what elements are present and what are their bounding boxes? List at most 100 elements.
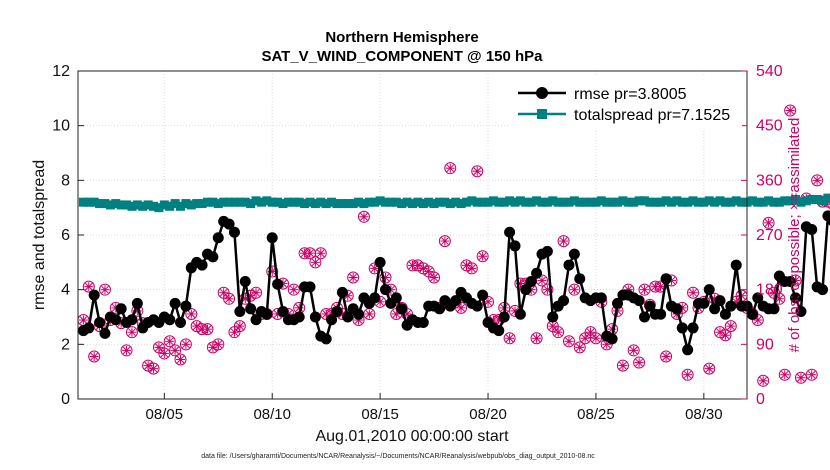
obs-assimilated-point: [720, 330, 730, 340]
totalspread-point: [111, 199, 121, 209]
obs-possible-point: [633, 356, 646, 369]
rmse-point: [752, 292, 764, 304]
totalspread-point: [122, 200, 132, 210]
totalspread-point: [553, 197, 563, 207]
totalspread-point: [294, 197, 304, 207]
totalspread-point: [720, 197, 730, 207]
totalspread-point: [542, 197, 552, 207]
rmse-point: [131, 297, 143, 309]
rmse-point: [304, 281, 316, 293]
rmse-point: [471, 300, 483, 312]
totalspread-point: [364, 197, 374, 207]
rmse-point: [110, 314, 122, 326]
obs-possible-point: [681, 368, 694, 381]
totalspread-point: [267, 197, 277, 207]
totalspread-point: [456, 199, 466, 209]
totalspread-point: [213, 199, 223, 209]
totalspread-point: [149, 201, 159, 211]
obs-possible-point: [163, 335, 176, 348]
totalspread-point: [208, 197, 218, 207]
totalspread-point: [413, 197, 423, 207]
obs-possible-point: [309, 256, 322, 269]
obs-assimilated-point: [197, 324, 207, 334]
totalspread-point: [715, 196, 725, 206]
totalspread-point: [451, 197, 461, 207]
obs-possible-point: [778, 368, 791, 381]
obs-possible-point: [562, 335, 575, 348]
y-tick-label: 4: [61, 282, 70, 299]
rmse-point: [563, 259, 575, 271]
totalspread-point: [224, 197, 234, 207]
obs-assimilated-point: [704, 364, 714, 374]
obs-assimilated-point: [559, 236, 569, 246]
totalspread-point: [618, 196, 628, 206]
totalspread-point: [359, 199, 369, 209]
totalspread-point: [677, 197, 687, 207]
obs-possible-point: [703, 362, 716, 375]
rmse-point: [326, 314, 338, 326]
totalspread-point: [418, 199, 428, 209]
totalspread-point: [747, 196, 757, 206]
rmse-point: [768, 303, 780, 315]
rmse-point: [261, 308, 273, 320]
rmse-point: [714, 295, 726, 307]
y-tick-label: 12: [52, 63, 70, 80]
totalspread-point: [559, 197, 569, 207]
obs-assimilated-point: [235, 321, 245, 331]
legend-spread-label: totalspread pr=7.1525: [574, 107, 730, 124]
rmse-point: [126, 314, 138, 326]
totalspread-point: [774, 197, 784, 207]
rmse-point: [676, 322, 688, 334]
y-tick-label: 2: [61, 336, 70, 353]
rmse-point: [687, 322, 699, 334]
obs-assimilated-point: [650, 282, 660, 292]
totalspread-point: [472, 197, 482, 207]
totalspread-point: [176, 201, 186, 211]
obs-assimilated-point: [758, 376, 768, 386]
totalspread-point: [321, 199, 331, 209]
rmse-point: [568, 248, 580, 260]
obs-assimilated-point: [122, 345, 132, 355]
totalspread-point: [758, 197, 768, 207]
totalspread-point: [548, 196, 558, 206]
totalspread-point: [753, 197, 763, 207]
totalspread-point: [181, 199, 191, 209]
obs-possible-point: [223, 292, 236, 305]
footnote: data file: /Users/gharamti/Documents/NCA…: [201, 453, 595, 460]
totalspread-point: [467, 196, 477, 206]
x-tick-label: 08/30: [685, 406, 723, 423]
totalspread-point: [656, 197, 666, 207]
obs-possible-point: [125, 326, 138, 339]
totalspread-point: [337, 199, 347, 209]
y-axis-label: rmse and totalspread: [31, 160, 48, 310]
y-tick-label: 8: [61, 172, 70, 189]
totalspread-point: [569, 196, 579, 206]
totalspread-point: [386, 197, 396, 207]
totalspread-point: [89, 197, 99, 207]
totalspread-point: [273, 197, 283, 207]
rmse-point: [396, 303, 408, 315]
obs-possible-point: [169, 344, 182, 357]
totalspread-point: [95, 199, 105, 209]
totalspread-point: [791, 194, 801, 204]
totalspread-point: [165, 201, 175, 211]
legend-rmse-label: rmse pr=3.8005: [574, 86, 687, 103]
totalspread-point: [807, 194, 817, 204]
rmse-point: [293, 311, 305, 323]
rmse-point: [498, 311, 510, 323]
totalspread-point: [613, 197, 623, 207]
obs-assimilated-point: [89, 351, 99, 361]
obs-assimilated-point: [467, 263, 477, 273]
obs-assimilated-point: [170, 345, 180, 355]
totalspread-point: [332, 199, 342, 209]
obs-assimilated-point: [176, 355, 186, 365]
rmse-point: [245, 303, 257, 315]
rmse-point: [234, 306, 246, 318]
obs-assimilated-point: [580, 333, 590, 343]
obs-assimilated-point: [639, 285, 649, 295]
y2-tick-label: 360: [756, 172, 783, 189]
obs-assimilated-point: [224, 294, 234, 304]
totalspread-point: [283, 197, 293, 207]
obs-possible-point: [552, 326, 565, 339]
